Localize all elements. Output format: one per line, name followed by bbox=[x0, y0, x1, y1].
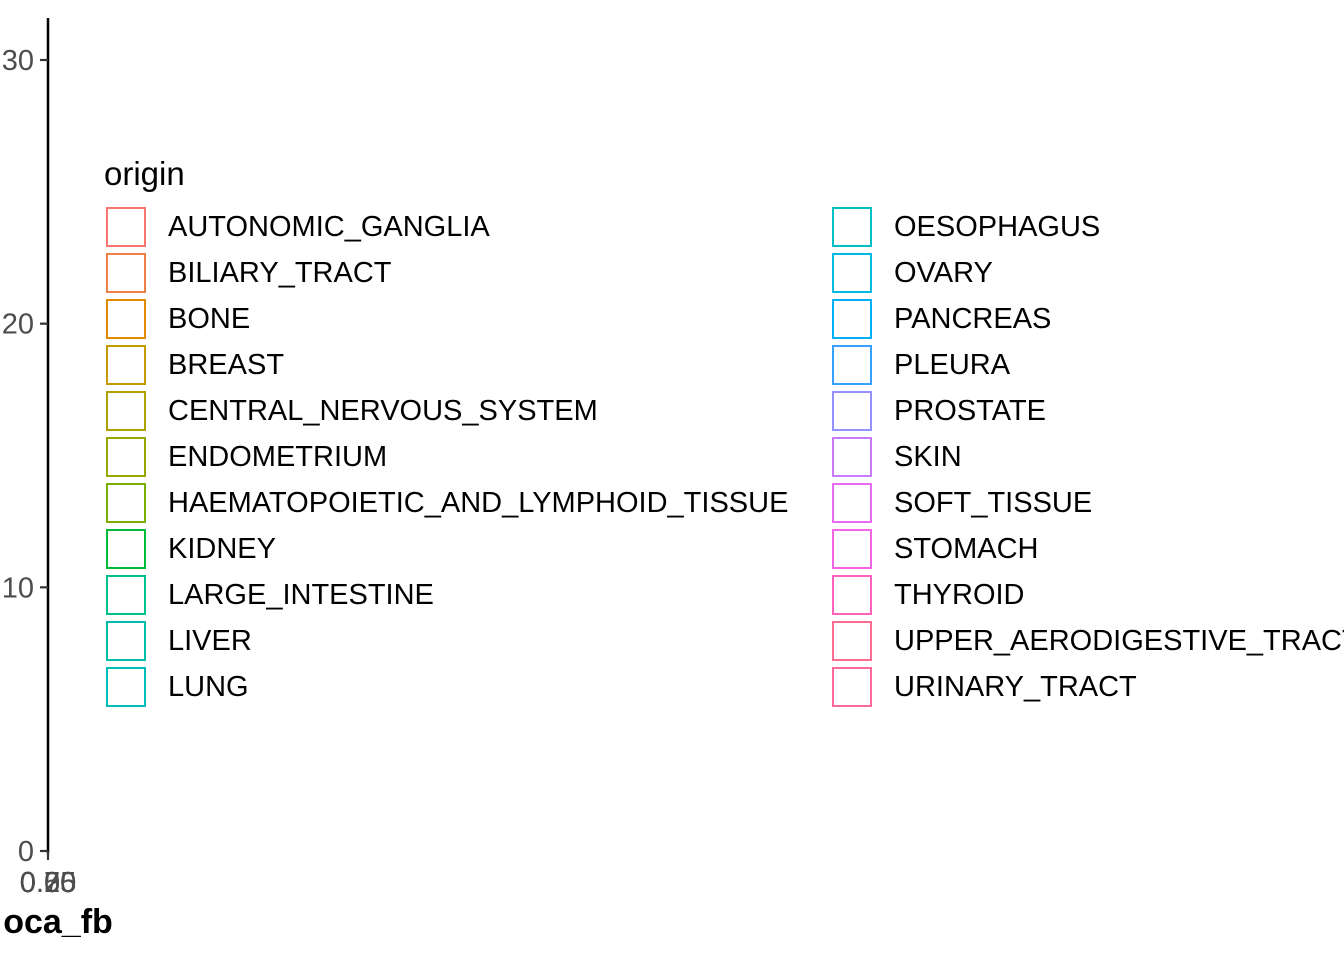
legend-label: SKIN bbox=[894, 440, 962, 473]
legend-item: BILIARY_TRACT bbox=[104, 250, 830, 296]
legend-column-left: AUTONOMIC_GANGLIA BILIARY_TRACT BONE BREAST… bbox=[104, 204, 830, 710]
legend-item: BREAST bbox=[104, 342, 830, 388]
x-tick-label: 0.25 bbox=[20, 867, 76, 899]
y-tick-label: 20 bbox=[2, 309, 34, 341]
legend-key-swatch bbox=[106, 345, 146, 385]
legend-label: PROSTATE bbox=[894, 394, 1046, 427]
legend-item: HAEMATOPOIETIC_AND_LYMPHOID_TISSUE bbox=[104, 480, 830, 526]
legend-item: OVARY bbox=[830, 250, 1344, 296]
legend-item: KIDNEY bbox=[104, 526, 830, 572]
legend-label: HAEMATOPOIETIC_AND_LYMPHOID_TISSUE bbox=[168, 486, 789, 519]
legend-item: OESOPHAGUS bbox=[830, 204, 1344, 250]
legend-column-right: OESOPHAGUS OVARY PANCREAS PLEURA PROSTATE SKI… bbox=[830, 204, 1344, 710]
legend-columns: AUTONOMIC_GANGLIA BILIARY_TRACT BONE BREAST… bbox=[104, 204, 1344, 710]
legend-item: AUTONOMIC_GANGLIA bbox=[104, 204, 830, 250]
legend-label: OESOPHAGUS bbox=[894, 210, 1101, 243]
legend-item: SOFT_TISSUE bbox=[830, 480, 1344, 526]
legend-key-swatch bbox=[832, 575, 872, 615]
x-axis: 0.000.250.500.75 bbox=[20, 851, 76, 899]
legend-key-swatch bbox=[106, 529, 146, 569]
legend-label: LUNG bbox=[168, 670, 249, 703]
legend-item: LIVER bbox=[104, 618, 830, 664]
legend-item: PLEURA bbox=[830, 342, 1344, 388]
legend-key-swatch bbox=[106, 437, 146, 477]
legend-key-swatch bbox=[832, 253, 872, 293]
legend-key-swatch bbox=[832, 621, 872, 661]
legend-label: AUTONOMIC_GANGLIA bbox=[168, 210, 490, 243]
legend-key-swatch bbox=[106, 391, 146, 431]
legend-label: SOFT_TISSUE bbox=[894, 486, 1093, 519]
legend-key-swatch bbox=[832, 207, 872, 247]
legend-key-swatch bbox=[832, 483, 872, 523]
legend-key-swatch bbox=[106, 575, 146, 615]
legend-key-swatch bbox=[106, 621, 146, 661]
legend-item: URINARY_TRACT bbox=[830, 664, 1344, 710]
legend-item: SKIN bbox=[830, 434, 1344, 480]
legend-key-swatch bbox=[832, 299, 872, 339]
legend-title: origin bbox=[104, 155, 185, 192]
legend-key-swatch bbox=[832, 437, 872, 477]
legend-key-swatch bbox=[106, 667, 146, 707]
legend-label: STOMACH bbox=[894, 532, 1039, 565]
legend-key-swatch bbox=[832, 391, 872, 431]
legend-key-swatch bbox=[832, 529, 872, 569]
x-tick-label: 0.00 bbox=[20, 867, 76, 899]
legend-key-swatch bbox=[832, 345, 872, 385]
legend-label: BILIARY_TRACT bbox=[168, 256, 392, 289]
legend-label: PLEURA bbox=[894, 348, 1011, 381]
legend-label: URINARY_TRACT bbox=[894, 670, 1137, 703]
legend-item: ENDOMETRIUM bbox=[104, 434, 830, 480]
y-tick-label: 0 bbox=[18, 836, 34, 868]
y-tick-label: 10 bbox=[2, 572, 34, 604]
y-tick-label: 30 bbox=[2, 45, 34, 77]
legend-item: STOMACH bbox=[830, 526, 1344, 572]
legend-key-swatch bbox=[106, 253, 146, 293]
legend-key-swatch bbox=[106, 483, 146, 523]
legend-item: LARGE_INTESTINE bbox=[104, 572, 830, 618]
legend-label: CENTRAL_NERVOUS_SYSTEM bbox=[168, 394, 598, 427]
legend-label: ENDOMETRIUM bbox=[168, 440, 388, 473]
legend-item: THYROID bbox=[830, 572, 1344, 618]
legend-label: OVARY bbox=[894, 256, 993, 289]
legend-item: LUNG bbox=[104, 664, 830, 710]
legend-label: UPPER_AERODIGESTIVE_TRACT bbox=[894, 624, 1344, 657]
x-tick-label: 0.75 bbox=[20, 867, 76, 899]
legend-key-swatch bbox=[106, 299, 146, 339]
legend-item: PROSTATE bbox=[830, 388, 1344, 434]
legend-label: LARGE_INTESTINE bbox=[168, 578, 434, 611]
legend-label: BREAST bbox=[168, 348, 285, 381]
legend-label: BONE bbox=[168, 302, 251, 335]
y-axis: 0 10 20 30 bbox=[2, 18, 50, 868]
legend-label: PANCREAS bbox=[894, 302, 1052, 335]
x-axis-title: oca_fb bbox=[3, 903, 113, 941]
x-tick-label: 0.50 bbox=[20, 867, 76, 899]
legend-item: PANCREAS bbox=[830, 296, 1344, 342]
legend-label: KIDNEY bbox=[168, 532, 276, 565]
legend: origin AUTONOMIC_GANGLIA BILIARY_TRACT BON… bbox=[104, 152, 1344, 710]
legend-item: CENTRAL_NERVOUS_SYSTEM bbox=[104, 388, 830, 434]
legend-label: THYROID bbox=[894, 578, 1025, 611]
legend-item: BONE bbox=[104, 296, 830, 342]
legend-key-swatch bbox=[832, 667, 872, 707]
legend-label: LIVER bbox=[168, 624, 252, 657]
legend-item: UPPER_AERODIGESTIVE_TRACT bbox=[830, 618, 1344, 664]
legend-key-swatch bbox=[106, 207, 146, 247]
